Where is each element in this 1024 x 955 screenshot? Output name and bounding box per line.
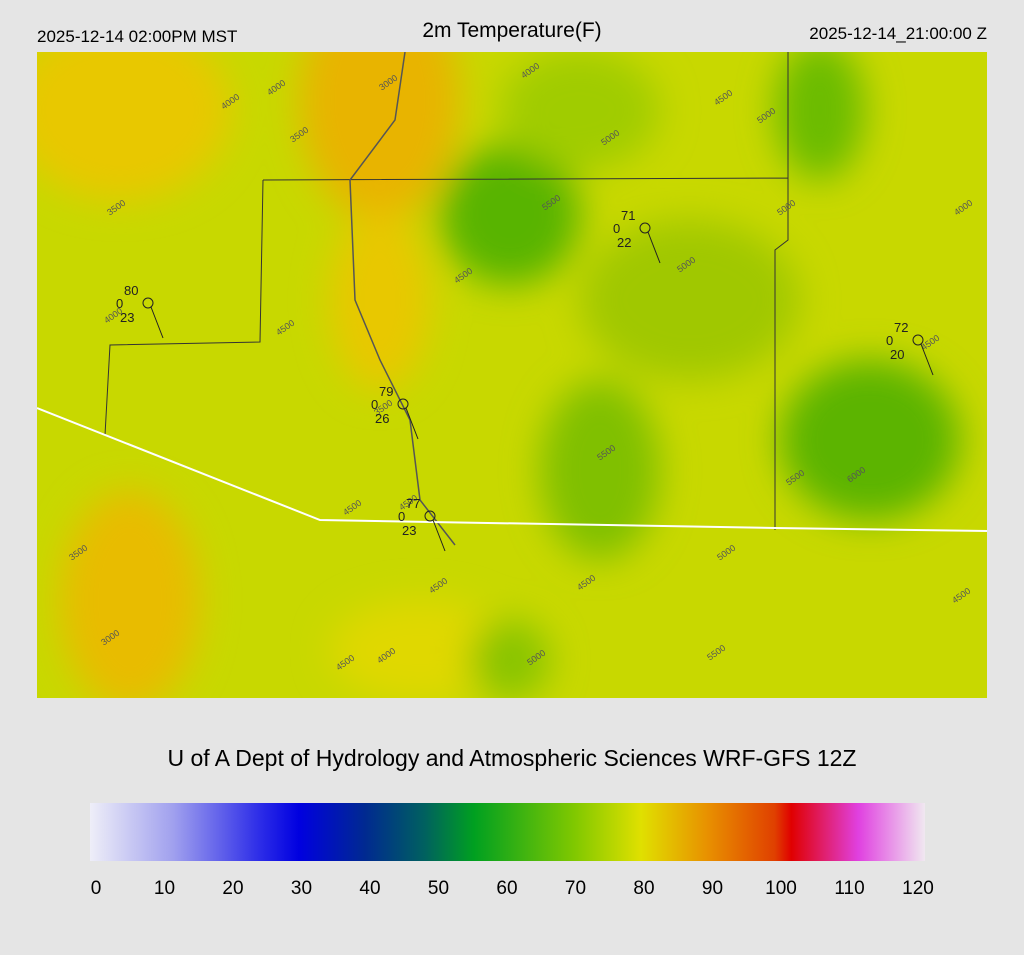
valid-utc: 2025-12-14_21:00:00 Z — [809, 24, 987, 43]
station-temp: 77 — [406, 496, 420, 511]
station-wind: 0 — [116, 296, 123, 311]
station-dew: 22 — [617, 235, 631, 250]
station-temp: 71 — [621, 208, 635, 223]
colorbar-tick-label: 90 — [702, 878, 723, 899]
colorbar-tick-label: 60 — [496, 878, 517, 899]
wind-barb — [432, 519, 446, 552]
station-circle — [912, 334, 924, 346]
colorbar-tick-label: 40 — [359, 878, 380, 899]
colorbar-tick-label: 110 — [834, 878, 864, 899]
colorbar-tick-label: 10 — [154, 878, 175, 899]
station-circle — [639, 222, 651, 234]
colorbar-tick-label: 30 — [291, 878, 312, 899]
station-circle — [424, 510, 436, 522]
colorbar-tick-label: 70 — [565, 878, 586, 899]
wind-barb — [405, 407, 419, 440]
station-temp: 72 — [894, 320, 908, 335]
wind-barb — [150, 306, 164, 339]
station-temp: 80 — [124, 283, 138, 298]
station-wind: 0 — [398, 509, 405, 524]
station-circle — [397, 398, 409, 410]
station-dew: 20 — [890, 347, 904, 362]
station-wind: 0 — [371, 397, 378, 412]
station-dew: 26 — [375, 411, 389, 426]
station-circle — [142, 297, 154, 309]
station-wind: 0 — [613, 221, 620, 236]
valid-local: 2025-12-14 02:00PM MST — [37, 27, 237, 46]
map-title: 2m Temperature(F) — [422, 19, 601, 42]
station-temp: 79 — [379, 384, 393, 399]
colorbar-tick-label: 80 — [633, 878, 654, 899]
wind-barb — [920, 343, 934, 376]
colorbar-tick-label: 20 — [222, 878, 243, 899]
colorbar — [90, 803, 925, 861]
colorbar-tick-label: 50 — [428, 878, 449, 899]
station-dew: 23 — [402, 523, 416, 538]
wind-barb — [647, 231, 661, 264]
station-dew: 23 — [120, 310, 134, 325]
colorbar-tick-label: 100 — [765, 878, 797, 899]
colorbar-tick-label: 0 — [91, 878, 102, 899]
station-wind: 0 — [886, 333, 893, 348]
credit: U of A Dept of Hydrology and Atmospheric… — [167, 745, 856, 771]
colorbar-tick-label: 120 — [902, 878, 934, 899]
